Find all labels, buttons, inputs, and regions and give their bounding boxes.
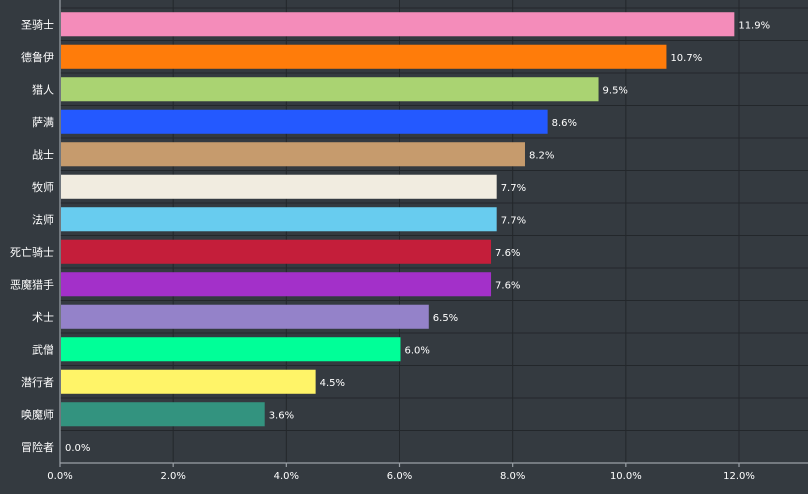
data-label: 6.0% [405,345,430,356]
bar[interactable] [61,272,492,297]
bar[interactable] [61,369,316,394]
category-label: 圣骑士 [21,18,54,31]
category-label: 死亡骑士 [10,245,54,259]
data-label: 8.2% [529,150,554,161]
category-label: 萨满 [32,116,54,129]
bar[interactable] [61,337,401,362]
data-label: 9.5% [603,85,628,96]
bar[interactable] [61,44,667,69]
x-tick-label: 6.0% [387,471,412,482]
category-label: 战士 [32,148,54,161]
category-label: 唤魔师 [21,407,54,421]
data-label: 11.9% [738,20,770,31]
data-label: 10.7% [670,53,702,64]
bar[interactable] [61,174,497,199]
data-label: 7.7% [501,215,526,226]
data-label: 8.6% [552,118,577,129]
category-label: 猎人 [32,82,54,96]
category-label: 恶魔猎手 [10,277,54,291]
category-label: 德鲁伊 [21,50,54,64]
bar[interactable] [61,142,525,167]
category-label: 术士 [32,311,54,324]
x-tick-label: 8.0% [500,471,525,482]
x-tick-label: 10.0% [610,471,642,482]
x-tick-label: 2.0% [160,471,185,482]
bar[interactable] [61,77,599,102]
bar[interactable] [61,12,735,37]
x-tick-label: 0.0% [47,471,72,482]
data-label: 7.7% [501,183,526,194]
category-label: 武僧 [32,343,54,356]
bar[interactable] [61,402,265,427]
category-label: 冒险者 [21,440,54,454]
data-label: 3.6% [269,410,294,421]
data-label: 6.5% [433,313,458,324]
bar[interactable] [61,207,497,232]
category-label: 牧师 [32,180,54,194]
bar[interactable] [61,109,548,134]
data-label: 4.5% [320,378,345,389]
category-label: 法师 [32,212,54,226]
data-label: 7.6% [495,280,520,291]
data-label: 7.6% [495,248,520,259]
data-label: 0.0% [65,443,90,454]
x-tick-label: 4.0% [274,471,299,482]
bar[interactable] [61,304,429,329]
x-tick-label: 12.0% [723,471,755,482]
bar[interactable] [61,239,492,264]
category-label: 潜行者 [21,375,54,389]
